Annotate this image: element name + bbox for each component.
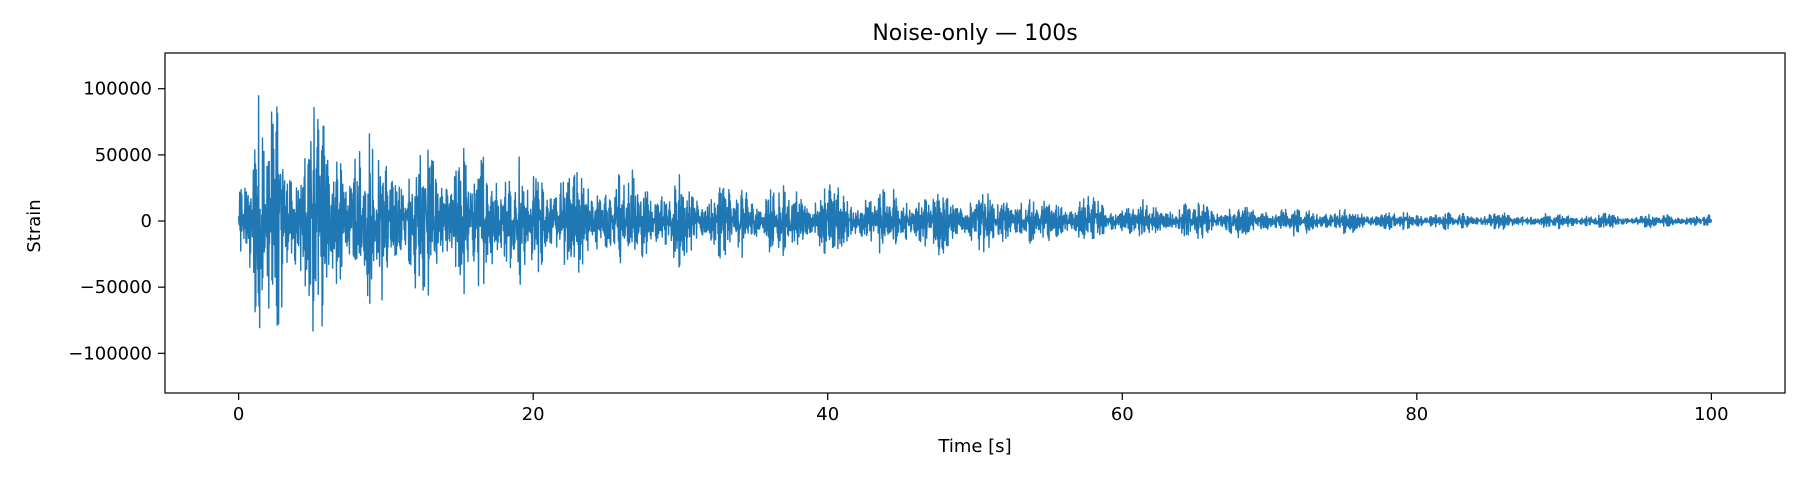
x-axis-label: Time [s] xyxy=(937,436,1011,457)
y-axis-label: Strain xyxy=(24,199,45,252)
y-tick-label: −50000 xyxy=(80,277,152,298)
axes-frame xyxy=(164,52,1786,394)
x-tick-label: 40 xyxy=(816,404,839,425)
y-tick-label: −100000 xyxy=(68,343,152,364)
y-tick-label: 0 xyxy=(141,211,152,232)
x-axis: 0 20 40 60 80 100 xyxy=(233,393,1729,425)
x-tick-label: 20 xyxy=(522,404,545,425)
x-tick-label: 0 xyxy=(233,404,244,425)
x-tick-label: 100 xyxy=(1694,404,1728,425)
y-tick-label: 50000 xyxy=(95,145,152,166)
y-axis: −100000 −50000 0 50000 100000 xyxy=(68,79,165,364)
chart-title: Noise-only — 100s xyxy=(872,21,1077,46)
y-tick-label: 100000 xyxy=(83,79,152,100)
plot-area xyxy=(164,52,1786,394)
x-tick-label: 80 xyxy=(1405,404,1428,425)
signal-series-line xyxy=(237,95,1713,332)
x-tick-label: 60 xyxy=(1111,404,1134,425)
